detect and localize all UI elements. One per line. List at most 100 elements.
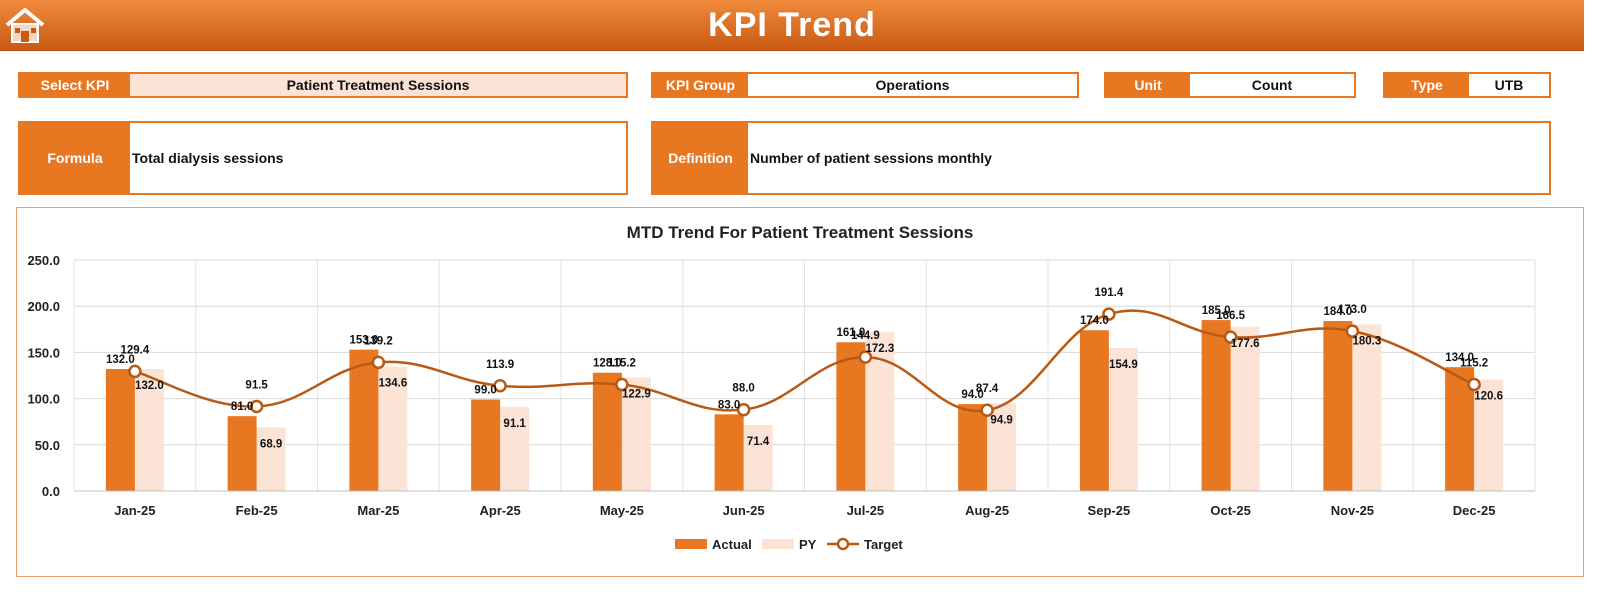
data-label-target: 144.9 <box>851 330 880 342</box>
data-label-target: 113.9 <box>486 359 514 371</box>
chart-frame: MTD Trend For Patient Treatment Sessions… <box>16 207 1584 577</box>
data-label-py: 68.9 <box>260 438 282 450</box>
legend-label-target: Target <box>864 537 903 552</box>
y-tick-label: 200.0 <box>27 299 60 314</box>
y-axis: 0.0 50.0 100.0 150.0 200.0 250.0 <box>27 253 60 499</box>
x-tick-label: Oct-25 <box>1210 503 1250 518</box>
data-label-py: 154.9 <box>1109 359 1138 371</box>
data-label-target: 139.2 <box>364 335 393 347</box>
target-marker <box>1345 324 1360 338</box>
bar-py <box>987 403 1017 491</box>
data-label-actual: 83.0 <box>718 399 740 411</box>
bar-py <box>1230 326 1260 491</box>
data-label-py: 94.9 <box>990 414 1012 426</box>
data-label-target: 173.0 <box>1338 304 1367 316</box>
y-tick-label: 0.0 <box>42 484 60 499</box>
data-label-actual: 128.0 <box>593 358 622 370</box>
data-label-actual: 161.0 <box>836 327 865 339</box>
target-marker <box>1102 307 1116 321</box>
target-marker <box>736 402 751 417</box>
target-marker <box>128 364 142 379</box>
select-kpi-value[interactable]: Patient Treatment Sessions <box>130 74 626 96</box>
bar-actual <box>1079 330 1109 491</box>
data-label-py: 122.9 <box>622 388 651 400</box>
bar-actual <box>592 372 622 491</box>
bar-actual <box>958 404 988 491</box>
type-field: Type UTB <box>1383 72 1551 98</box>
trend-chart: MTD Trend For Patient Treatment Sessions… <box>27 223 1536 552</box>
data-label-target: 129.4 <box>120 344 149 356</box>
bar-actual <box>1201 320 1231 491</box>
bar-py <box>1352 324 1382 491</box>
target-marker <box>980 403 994 417</box>
data-label-actual: 153.0 <box>349 335 378 347</box>
x-tick-label: Apr-25 <box>480 503 521 518</box>
x-tick-label: Mar-25 <box>357 503 399 518</box>
data-label-actual: 132.0 <box>106 354 135 366</box>
data-label-py: 177.6 <box>1231 338 1260 350</box>
target-marker <box>858 350 873 364</box>
chart-legend: Actual PY Target <box>675 537 903 552</box>
y-tick-label: 150.0 <box>27 345 60 360</box>
data-label-target: 191.4 <box>1094 287 1123 299</box>
bar-actual <box>349 349 379 491</box>
bar-py <box>1108 347 1138 491</box>
data-label-actual: 94.0 <box>961 389 983 401</box>
bar-py <box>500 406 530 491</box>
legend-swatch-target-marker <box>836 537 850 551</box>
x-tick-label: Sep-25 <box>1088 503 1131 518</box>
definition-label: Definition <box>653 123 748 193</box>
x-tick-label: Feb-25 <box>236 503 278 518</box>
x-tick-label: Nov-25 <box>1331 503 1374 518</box>
target-marker <box>1223 330 1238 344</box>
kpi-group-field: KPI Group Operations <box>651 72 1079 98</box>
y-tick-label: 50.0 <box>35 438 60 453</box>
legend-label-actual: Actual <box>712 537 752 552</box>
data-label-actual: 99.0 <box>474 385 496 397</box>
bar-actual <box>471 399 501 491</box>
data-label-actual: 184.0 <box>1323 306 1352 318</box>
legend-swatch-py <box>762 539 794 549</box>
data-label-actual: 81.0 <box>231 401 253 413</box>
data-label-py: 71.4 <box>747 436 770 448</box>
bar-actual <box>105 369 135 491</box>
definition-value: Number of patient sessions monthly <box>750 150 992 166</box>
target-marker <box>615 377 629 392</box>
target-marker <box>1467 377 1481 392</box>
type-value: UTB <box>1469 74 1549 96</box>
bar-py <box>256 427 286 491</box>
data-label-target: 166.5 <box>1216 310 1245 322</box>
home-icon[interactable] <box>4 6 46 44</box>
page-title: KPI Trend <box>708 6 876 44</box>
x-axis: Jan-25 Feb-25 Mar-25 Apr-25 May-25 Jun-25 Jul-… <box>74 490 1535 518</box>
target-marker <box>249 399 264 414</box>
data-label-py: 180.3 <box>1352 335 1381 347</box>
header-bar: KPI Trend <box>0 0 1584 51</box>
bar-py <box>378 366 408 491</box>
target-line <box>134 309 1475 413</box>
data-label-py: 134.6 <box>378 378 407 390</box>
legend-label-py: PY <box>799 537 817 552</box>
bar-actual <box>836 342 866 491</box>
data-labels-layer: 132.0 132.0 81.0 68.9 153.0 134.6 99.0 91.1 128.… <box>106 287 1503 450</box>
x-tick-label: Aug-25 <box>965 503 1009 518</box>
data-label-target: 91.5 <box>245 379 268 391</box>
definition-field: Definition Number of patient sessions mo… <box>651 121 1551 195</box>
bar-actual <box>714 414 744 491</box>
formula-field: Formula Total dialysis sessions <box>18 121 628 195</box>
unit-field: Unit Count <box>1104 72 1356 98</box>
data-label-target: 115.2 <box>608 358 636 370</box>
bar-py <box>134 369 164 491</box>
select-kpi-field[interactable]: Select KPI Patient Treatment Sessions <box>18 72 628 98</box>
data-label-actual: 185.0 <box>1202 305 1231 317</box>
data-label-py: 172.3 <box>865 343 894 355</box>
formula-value: Total dialysis sessions <box>132 150 284 166</box>
type-label: Type <box>1385 74 1469 96</box>
chart-grid <box>73 259 1536 492</box>
data-label-actual: 174.0 <box>1080 315 1109 327</box>
unit-label: Unit <box>1106 74 1190 96</box>
target-line-layer <box>128 307 1481 417</box>
x-tick-label: May-25 <box>600 503 644 518</box>
y-tick-label: 250.0 <box>27 253 60 268</box>
select-kpi-label: Select KPI <box>20 74 130 96</box>
